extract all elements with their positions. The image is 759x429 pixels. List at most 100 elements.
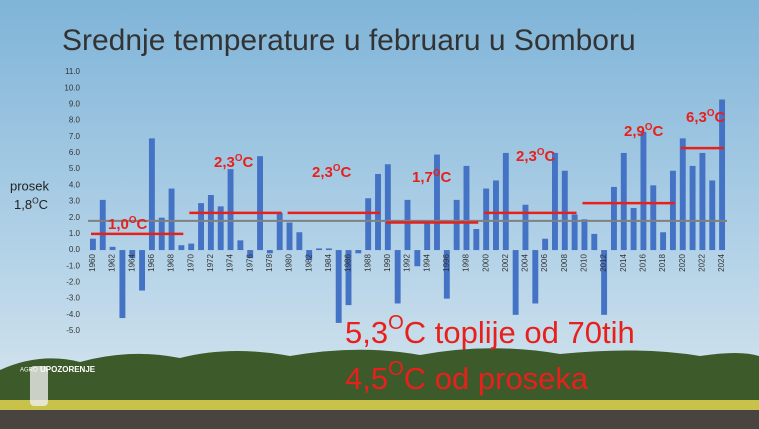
x-tick-label: 1970 — [186, 254, 195, 272]
x-tick-label: 2022 — [698, 254, 707, 272]
x-tick-label: 2024 — [717, 254, 726, 272]
bar — [719, 99, 726, 251]
x-tick-label: 1992 — [403, 254, 412, 272]
x-tick-label: 1964 — [127, 254, 136, 272]
logo-small: AGRO — [20, 368, 38, 374]
y-tick-label: -3.0 — [66, 294, 80, 303]
bar — [168, 188, 175, 251]
bar — [257, 156, 263, 251]
bar — [266, 250, 273, 254]
trees — [0, 348, 759, 405]
x-tick-label: 2018 — [658, 254, 667, 272]
annotation-sup: O — [388, 358, 404, 380]
decade-mean-label-part: 2,3 — [312, 164, 333, 181]
decade-mean-unit: C — [340, 164, 351, 181]
decade-mean-label-part: 6,3 — [686, 109, 707, 126]
bar — [384, 164, 391, 251]
bar — [276, 212, 283, 251]
y-tick-label: 0.0 — [69, 245, 81, 254]
decade-mean-label: 2,3OC — [312, 162, 351, 181]
bar — [601, 250, 608, 315]
bar — [532, 250, 539, 304]
decade-mean-label-sup: O — [645, 121, 653, 132]
average-value-part: 1,8 — [14, 197, 32, 212]
bar — [453, 199, 460, 251]
annotation-part: C od proseka — [404, 361, 589, 396]
bar — [227, 169, 234, 251]
average-value-sup: O — [32, 196, 39, 206]
y-tick-label: 10.0 — [64, 83, 80, 92]
x-tick-label: 2000 — [481, 254, 490, 272]
bar — [129, 250, 136, 259]
chart-title: Srednje temperature u februaru u Somboru — [62, 24, 636, 57]
decade-mean-unit: C — [136, 216, 147, 233]
bar — [335, 250, 342, 323]
bar — [443, 250, 450, 299]
decade-mean-label: 1,7OC — [412, 167, 451, 186]
bar — [669, 170, 676, 251]
bar — [325, 248, 332, 251]
decade-mean-label-sup: O — [333, 162, 341, 173]
y-tick-label: 7.0 — [69, 132, 81, 141]
decade-mean-label: 2,3OC — [214, 152, 253, 171]
x-tick-label: 2020 — [678, 254, 687, 272]
bar — [345, 250, 352, 306]
x-tick-label: 2008 — [560, 254, 569, 272]
decade-mean-label-part: 2,9 — [624, 123, 645, 140]
bar — [552, 152, 558, 251]
y-tick-label: -2.0 — [66, 278, 80, 287]
bar — [247, 250, 254, 259]
y-tick-label: 2.0 — [69, 213, 81, 222]
average-label: prosek — [10, 178, 50, 193]
x-tick-label: 1972 — [206, 254, 215, 272]
bar — [502, 152, 509, 251]
bar — [542, 238, 549, 251]
decade-mean-label-part: 1,0 — [108, 216, 129, 233]
annotation-part: 5,3 — [345, 315, 388, 350]
average-unit: C — [39, 197, 48, 212]
y-tick-label: 9.0 — [69, 99, 81, 108]
x-tick-label: 1978 — [265, 254, 274, 272]
bar — [709, 180, 716, 251]
bar — [306, 250, 313, 260]
bar — [522, 204, 529, 251]
bar — [463, 165, 470, 251]
annotation: 4,5OC od proseka — [345, 358, 589, 396]
bar — [493, 180, 499, 251]
bar — [630, 207, 637, 251]
bar — [424, 222, 431, 251]
bar — [148, 138, 155, 251]
y-tick-label: 11.0 — [65, 67, 81, 76]
bar — [571, 214, 578, 251]
decade-mean-label-sup: O — [433, 167, 441, 178]
decade-mean-label: 1,0OC — [108, 214, 147, 233]
decade-mean-label-part: 2,3 — [214, 154, 235, 171]
bar — [99, 199, 106, 251]
average-value: 1,8OC — [14, 196, 48, 213]
bar — [365, 198, 372, 251]
x-tick-label: 1988 — [363, 254, 372, 272]
decade-mean-label-part: 2,3 — [516, 148, 537, 165]
x-tick-label: 1960 — [88, 254, 97, 272]
x-tick-label: 1996 — [442, 254, 451, 272]
x-tick-label: 2012 — [599, 254, 608, 272]
x-tick-label: 1984 — [324, 254, 333, 272]
decade-mean-unit: C — [652, 123, 663, 140]
x-tick-label: 1980 — [285, 254, 294, 272]
bar — [434, 154, 440, 251]
bar — [109, 246, 116, 251]
bar — [660, 232, 667, 251]
bar — [561, 170, 568, 251]
annotation-part: 4,5 — [345, 361, 388, 396]
bar — [316, 248, 322, 251]
y-tick-label: 4.0 — [69, 180, 81, 189]
bar — [188, 243, 195, 251]
y-tick-label: 8.0 — [69, 116, 81, 125]
logo-hand — [30, 366, 48, 406]
bar — [139, 250, 146, 291]
bar — [237, 240, 244, 251]
bar — [640, 131, 647, 251]
field — [0, 400, 759, 412]
decade-mean-label: 2,9OC — [624, 121, 663, 140]
